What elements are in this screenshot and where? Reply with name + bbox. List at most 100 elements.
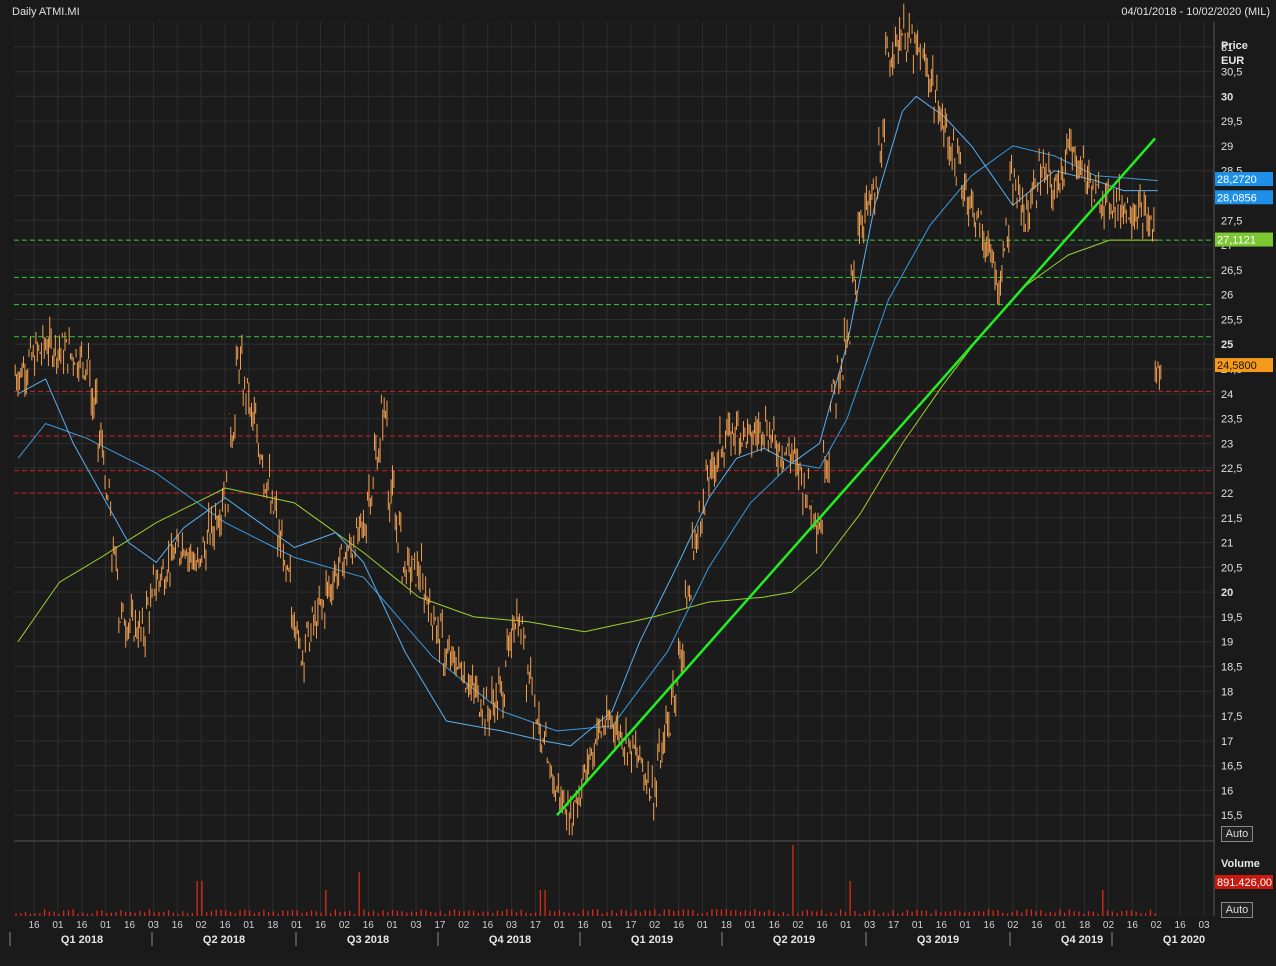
price-tick-label: 21 [1221,538,1233,550]
ma-long-line [17,239,1158,642]
time-tick-label: 01 [554,920,566,931]
price-tick-label: 18,5 [1221,661,1242,673]
price-tick-label: 24 [1221,389,1233,401]
time-tick-label: 16 [1031,920,1043,931]
price-tick-label: 29 [1221,141,1233,153]
price-tick-label: 19 [1221,637,1233,649]
volume-tag-box [1215,875,1273,889]
value-tag-label: 28,2720 [1217,174,1257,186]
uptrend-line [556,137,1156,817]
price-tick-label: 23 [1221,438,1233,450]
time-tick-label: 03 [1198,920,1210,931]
price-axis-unit: EUR [1221,55,1245,67]
price-tick-label: 26 [1221,290,1233,302]
time-tick-label: 16 [172,920,184,931]
price-tick-label: 18 [1221,686,1233,698]
value-tag-box [1215,232,1273,247]
price-tick-label: 16 [1221,785,1233,797]
price-tick-label: 30,5 [1221,67,1242,79]
price-tick-label: 19,5 [1221,612,1242,624]
time-tick-label: 16 [124,920,136,931]
time-tick-label: 02 [649,920,661,931]
time-tick-label: 01 [745,920,757,931]
price-tick-label: 25 [1221,339,1233,351]
price-plot-area [14,22,1214,840]
grid [14,22,1214,916]
volume-series [15,845,1156,916]
time-tick-label: 01 [1055,920,1067,931]
quarter-label: Q3 2018 [347,934,389,946]
time-tick-label: 17 [530,920,542,931]
time-tick-label: 16 [769,920,781,931]
value-tag-label: 28,0856 [1217,192,1257,204]
time-tick-label: 16 [673,920,685,931]
time-tick-label: 16 [816,920,828,931]
time-tick-label: 16 [363,920,375,931]
value-tags: 28,2720 28,0856 27,1121 24,5800 891.426,00 [1215,172,1273,889]
chart-title: Daily ATMI.MI [12,6,80,18]
date-range: 04/01/2018 - 10/02/2020 (MIL) [1121,6,1270,18]
time-tick-label: 16 [28,920,40,931]
quarter-label: Q4 2018 [489,934,531,946]
price-tick-label: 15,5 [1221,810,1242,822]
trendline [556,137,1156,817]
time-tick-label: 02 [1151,920,1163,931]
time-tick-label: 16 [936,920,948,931]
time-tick-label: 03 [864,920,876,931]
time-tick-label: 01 [52,920,64,931]
time-tick-label: 01 [387,920,399,931]
price-axis-title: Price [1221,40,1248,52]
price-tick-label: 27,5 [1221,215,1242,227]
price-tick-label: 17,5 [1221,711,1242,723]
value-tag-box [1215,358,1273,373]
time-tick-label: 16 [984,920,996,931]
quarter-label: Q2 2018 [203,934,245,946]
time-tick-label: 02 [458,920,470,931]
price-tick-label: 20 [1221,587,1233,599]
time-tick-label: 16 [315,920,327,931]
volume-plot-area [14,843,1214,916]
volume-axis-title: Volume [1221,858,1260,870]
price-tick-label: 30 [1221,91,1233,103]
time-tick-label: 01 [840,920,852,931]
value-tag-label: 27,1121 [1217,235,1256,247]
quarter-label: Q2 2019 [773,934,815,946]
volume-tag-label: 891.426,00 [1217,877,1272,889]
time-tick-label: 01 [243,920,255,931]
time-tick-label: 17 [625,920,637,931]
price-auto-scale-button[interactable]: Auto [1221,826,1253,842]
quarter-label: Q1 2020 [1163,934,1205,946]
time-tick-label: 18 [267,920,279,931]
time-tick-label: 01 [291,920,303,931]
price-tick-label: 31 [1221,42,1233,54]
time-tick-label: 02 [1103,920,1115,931]
price-series [14,3,1162,836]
price-tick-label: 17 [1221,736,1233,748]
time-tick-label: 16 [1175,920,1187,931]
quarter-label: Q4 2019 [1061,934,1103,946]
time-tick-label: 16 [1127,920,1139,931]
time-tick-label: 02 [196,920,208,931]
price-tick-label: 25,5 [1221,314,1242,326]
time-axis: 16 01 16 01 16 03 16 02 16 01 18 01 16 02 16 01 03 17 02 16… [9,920,1210,946]
ma-short-line [17,95,1158,747]
time-tick-label: 18 [721,920,733,931]
time-tick-label: 16 [219,920,231,931]
time-tick-label: 16 [578,920,590,931]
time-tick-label: 01 [601,920,613,931]
time-tick-label: 17 [434,920,446,931]
value-tag-box [1215,190,1273,205]
time-tick-label: 01 [960,920,972,931]
quarter-label: Q1 2018 [61,934,103,946]
time-tick-label: 16 [482,920,494,931]
volume-auto-scale-button[interactable]: Auto [1221,902,1253,918]
horizontal-levels [14,239,1214,494]
value-tag-box [1215,172,1273,187]
time-tick-label: 02 [339,920,351,931]
time-tick-label: 03 [506,920,518,931]
price-tick-label: 22 [1221,488,1233,500]
price-tick-label: 26,5 [1221,265,1242,277]
time-tick-label: 17 [888,920,900,931]
